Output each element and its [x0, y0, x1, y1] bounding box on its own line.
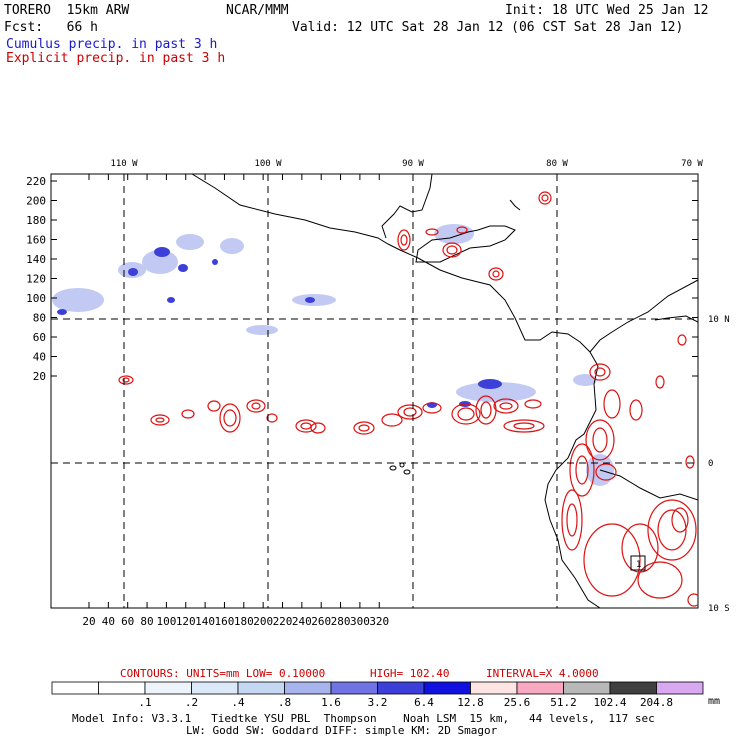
- y-tick-label: 40: [33, 351, 46, 364]
- x-tick-label: 80: [140, 615, 153, 628]
- colorbar-swatch: [563, 681, 611, 695]
- colorbar-label: .1: [138, 696, 151, 709]
- x-tick-label: 20: [82, 615, 95, 628]
- x-tick-label: 220: [273, 615, 293, 628]
- latitude-label: 10 N: [708, 315, 730, 325]
- x-tick-label: 120: [176, 615, 196, 628]
- valid-time: Valid: 12 UTC Sat 28 Jan 12 (06 CST Sat …: [292, 20, 684, 35]
- colorbar-swatch: [237, 681, 285, 695]
- y-axis-ticks: 220 200 180 160 140 120 100 80 60 40 20: [26, 175, 698, 383]
- colorbar-label: .4: [231, 696, 245, 709]
- longitude-label: 100 W: [254, 159, 282, 169]
- x-tick-label: 300: [350, 615, 370, 628]
- init-time: Init: 18 UTC Wed 25 Jan 12: [505, 3, 709, 18]
- colorbar: .1.2.4.8 1.6 3.2 6.4 12.8 25.6 51.2 102.4 204.8 …: [51, 681, 720, 709]
- colorbar-swatch: [284, 681, 332, 695]
- longitude-label: 110 W: [110, 159, 138, 169]
- colorbar-label: 3.2: [368, 696, 388, 709]
- cumulus-legend: Cumulus precip. in past 3 h: [6, 37, 218, 52]
- colorbar-swatch: [656, 681, 704, 695]
- map-frame: [50, 173, 699, 609]
- colorbar-swatch: [191, 681, 239, 695]
- x-tick-label: 200: [253, 615, 273, 628]
- colorbar-label: 6.4: [414, 696, 434, 709]
- contour-info: CONTOURS: UNITS=mm LOW= 0.10000 HIGH= 10…: [120, 667, 599, 680]
- y-tick-label: 60: [33, 331, 46, 344]
- grid-box-marker: [630, 555, 646, 571]
- longitude-labels: 110 W 100 W 90 W 80 W 70 W: [110, 159, 703, 169]
- y-tick-label: 140: [26, 253, 46, 266]
- model-name: TORERO 15km ARW: [4, 3, 130, 18]
- colorbar-label: .2: [185, 696, 198, 709]
- colorbar-swatch: [377, 681, 425, 695]
- x-tick-label: 180: [234, 615, 254, 628]
- x-tick-label: 60: [121, 615, 134, 628]
- organization: NCAR/MMM: [226, 3, 289, 18]
- longitude-label: 80 W: [546, 159, 568, 169]
- y-tick-label: 200: [26, 195, 46, 208]
- colorbar-swatch: [423, 681, 471, 695]
- colorbar-label: 204.8: [640, 696, 673, 709]
- y-tick-label: 80: [33, 312, 46, 325]
- x-tick-label: 320: [369, 615, 389, 628]
- colorbar-boxes: [51, 681, 704, 695]
- colorbar-swatch: [609, 681, 657, 695]
- x-axis-ticks: 20 40 60 80 100 120 140 160 180 200 220 240 260 280 30…: [82, 174, 389, 628]
- latitude-label: 0: [708, 459, 713, 469]
- colorbar-swatch: [516, 681, 564, 695]
- x-tick-label: 240: [292, 615, 312, 628]
- contour-high: HIGH= 102.40: [370, 667, 449, 680]
- colorbar-label: 25.6: [504, 696, 531, 709]
- colorbar-label: .8: [278, 696, 291, 709]
- colorbar-labels: .1 .2 .4 .8 1.6 3.2 6.4 12.8 25.6 51.2 102.4 204.8: [138, 696, 673, 709]
- longitude-label: 90 W: [402, 159, 424, 169]
- forecast-hour: Fcst: 66 h: [4, 20, 98, 35]
- model-info-line2: LW: Godd SW: Goddard DIFF: simple KM: 2D…: [186, 724, 498, 737]
- colorbar-label: 12.8: [457, 696, 484, 709]
- y-tick-label: 120: [26, 273, 46, 286]
- contour-interval: INTERVAL=X 4.0000: [486, 667, 599, 680]
- grid-box-label: 1: [636, 560, 641, 570]
- colorbar-label: 102.4: [593, 696, 626, 709]
- x-tick-label: 280: [331, 615, 351, 628]
- x-tick-label: 100: [156, 615, 176, 628]
- latlon-grid: [51, 174, 698, 608]
- colorbar-label: 51.2: [550, 696, 577, 709]
- colorbar-swatch: [470, 681, 518, 695]
- explicit-precip-contours: [118, 191, 698, 607]
- longitude-label: 70 W: [681, 159, 703, 169]
- x-tick-label: 160: [215, 615, 235, 628]
- latitude-label: 10 S: [708, 604, 730, 614]
- colorbar-swatch: [144, 681, 192, 695]
- contour-units: CONTOURS: UNITS=mm LOW= 0.10000: [120, 667, 325, 680]
- x-tick-label: 260: [311, 615, 331, 628]
- y-tick-label: 20: [33, 370, 46, 383]
- colorbar-swatch: [51, 681, 99, 695]
- y-tick-label: 160: [26, 234, 46, 247]
- colorbar-swatch: [98, 681, 146, 695]
- y-tick-label: 220: [26, 175, 46, 188]
- x-tick-label: 40: [102, 615, 115, 628]
- model-info-line1: Model Info: V3.3.1 Tiedtke YSU PBL Thomp…: [72, 712, 655, 725]
- explicit-legend: Explicit precip. in past 3 h: [6, 51, 226, 66]
- latitude-labels: 10 N 0 10 S: [708, 315, 730, 614]
- colorbar-label: 1.6: [321, 696, 341, 709]
- y-tick-label: 180: [26, 214, 46, 227]
- colorbar-swatch: [330, 681, 378, 695]
- map-content: 1: [51, 174, 698, 608]
- colorbar-unit: mm: [708, 696, 720, 707]
- y-tick-label: 100: [26, 292, 46, 305]
- coastlines: [191, 174, 698, 608]
- x-tick-label: 140: [195, 615, 215, 628]
